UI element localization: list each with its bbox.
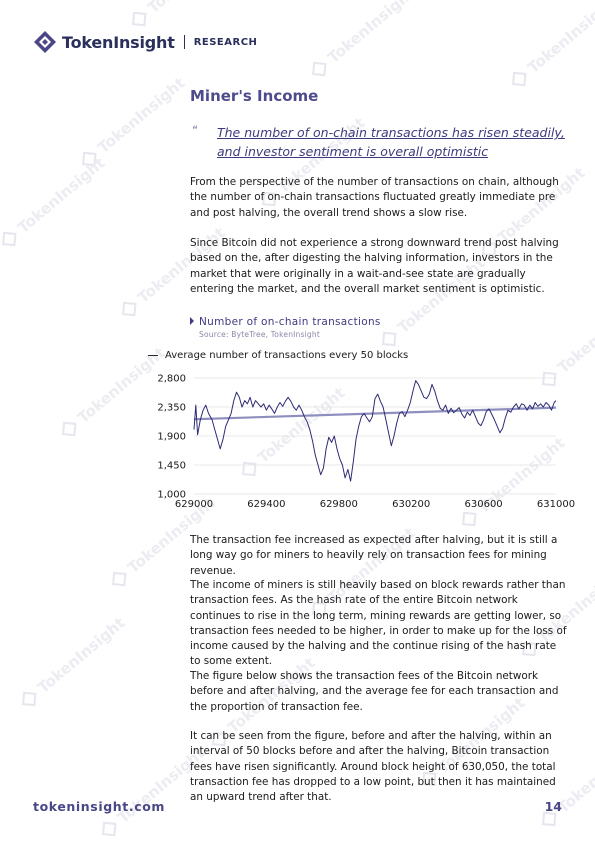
y-tick-label: 1,900 (157, 432, 186, 443)
paragraph: From the perspective of the number of tr… (190, 176, 559, 219)
paragraph: The income of miners is still heavily ba… (190, 579, 567, 668)
legend-label: Average number of transactions every 50 … (165, 350, 409, 361)
x-tick-label: 629800 (320, 499, 358, 510)
chart-title: Number of on-chain transactions (199, 316, 381, 328)
y-tick-label: 1,450 (157, 461, 186, 472)
series-line-transactions (193, 380, 557, 482)
paragraph: The figure below shows the transaction f… (190, 670, 559, 713)
paragraph: Since Bitcoin did not experience a stron… (190, 237, 559, 295)
brand-logo: TokenInsight RESEARCH (33, 30, 257, 54)
chart-legend: Average number of transactions every 50 … (148, 350, 408, 361)
brand-name: TokenInsight (62, 32, 175, 52)
chart-source: Source: ByteTree, TokenInsight (199, 330, 320, 339)
chart-caption: Number of on-chain transactions Source: … (190, 316, 381, 339)
x-tick-label: 631000 (537, 499, 575, 510)
tokeninsight-logo-icon (34, 31, 56, 53)
page-number: 14 (544, 799, 562, 814)
y-tick-label: 2,350 (157, 403, 186, 414)
paragraph: It can be seen from the figure, before a… (190, 730, 556, 804)
y-tick-label: 1,000 (157, 490, 186, 501)
x-tick-label: 629400 (247, 499, 285, 510)
pull-quote: The number of on-chain transactions has … (217, 125, 565, 159)
y-tick-label: 2,800 (157, 374, 186, 385)
brand-divider (183, 35, 185, 49)
quote-mark: “ (192, 122, 197, 138)
caret-right-icon (190, 317, 194, 325)
paragraph: The transaction fee increased as expecte… (190, 534, 558, 577)
page-heading: Miner's Income (190, 87, 319, 105)
footer-url[interactable]: tokeninsight.com (33, 799, 166, 814)
trend-line (193, 406, 557, 421)
section-label: RESEARCH (193, 36, 258, 48)
x-tick-label: 629000 (175, 499, 213, 510)
x-tick-label: 630200 (392, 499, 430, 510)
x-tick-label: 630600 (465, 499, 503, 510)
legend-swatch (148, 355, 158, 356)
